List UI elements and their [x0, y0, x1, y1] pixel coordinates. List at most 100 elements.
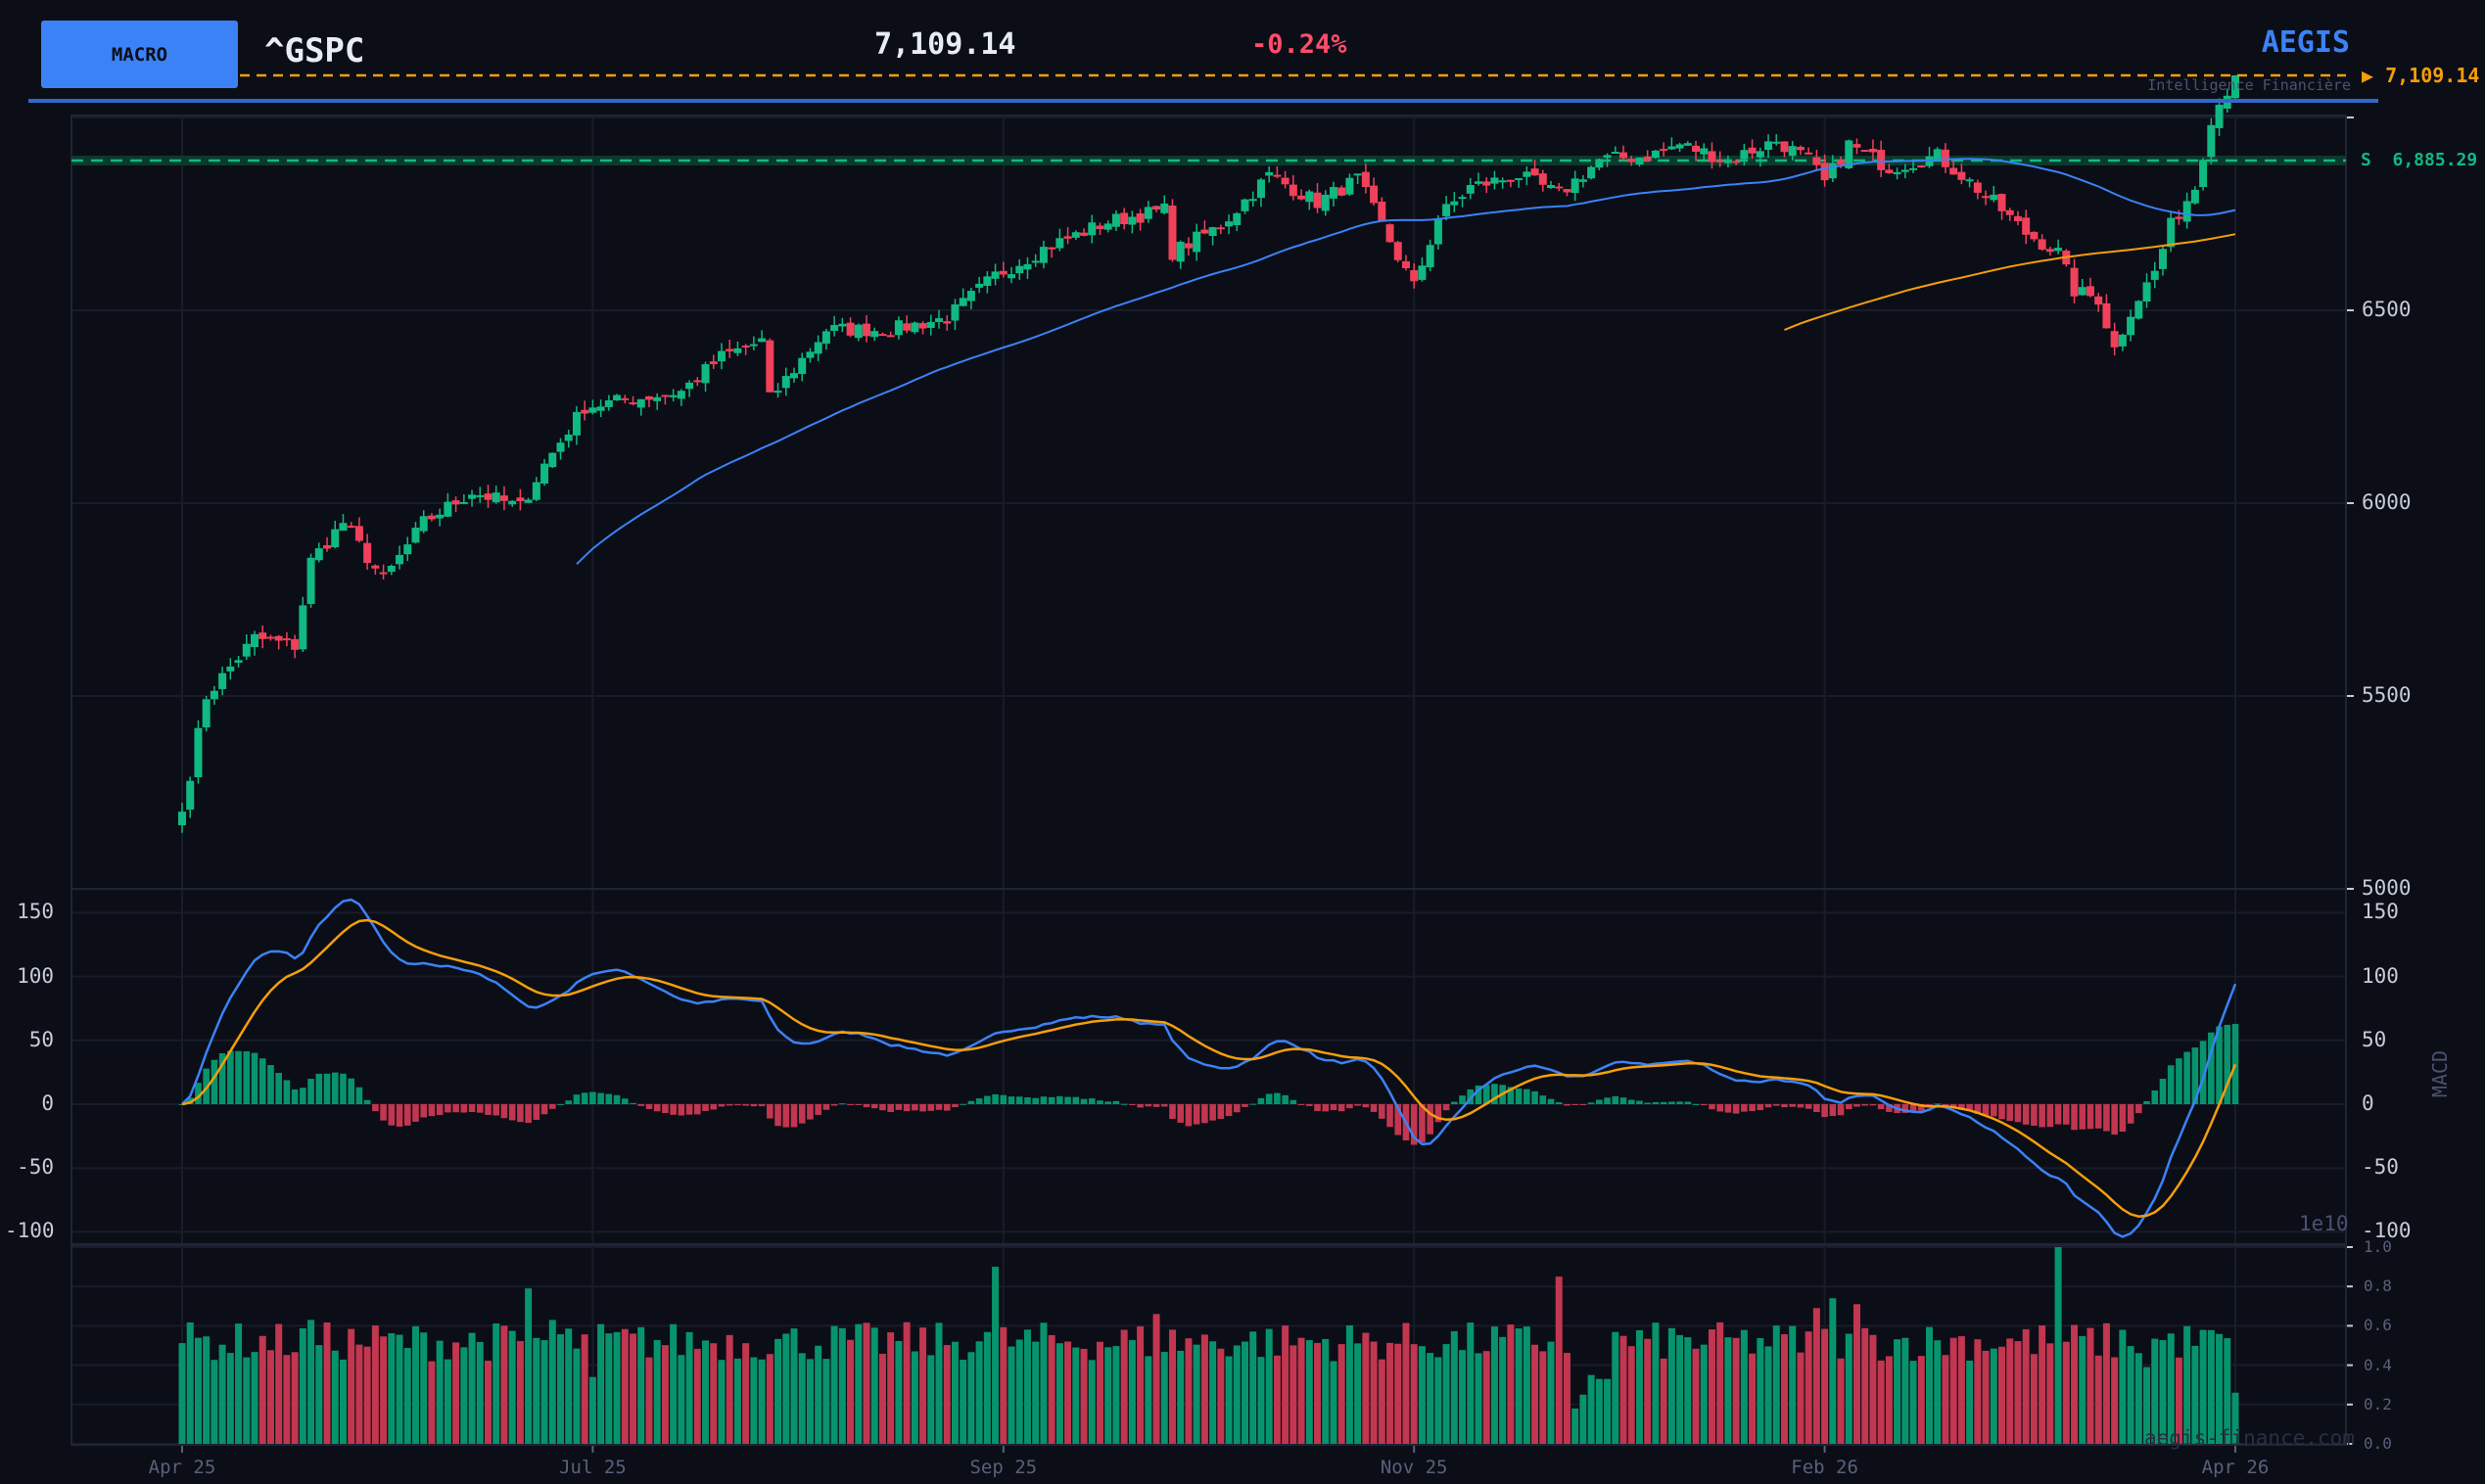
candle-down: [1860, 150, 1869, 153]
macd-histogram-bar: [372, 1104, 379, 1112]
candle-up: [2158, 249, 2167, 269]
candle-up: [436, 514, 445, 519]
volume-bar: [1595, 1378, 1603, 1444]
candle-up: [1015, 265, 1024, 274]
macd-histogram-bar: [468, 1104, 476, 1113]
volume-bar: [1015, 1339, 1023, 1444]
volume-bar: [1934, 1340, 1942, 1444]
macd-axis-title: MACD: [2428, 1049, 2453, 1098]
macd-histogram-bar: [1370, 1104, 1378, 1112]
candle-down: [878, 334, 887, 337]
macd-histogram-bar: [565, 1100, 573, 1104]
candle-up: [1426, 245, 1434, 268]
candle-down: [2005, 209, 2014, 215]
candle-up: [1587, 166, 1596, 179]
macd-histogram-bar: [1242, 1104, 1248, 1107]
x-tick-label: Sep 25: [969, 1457, 1038, 1478]
macd-histogram-bar: [1451, 1101, 1458, 1104]
candle-down: [1563, 189, 1571, 193]
macd-histogram-bar: [984, 1095, 991, 1104]
candle-up: [572, 411, 581, 436]
volume-bar: [1604, 1378, 1612, 1444]
candle-up: [1111, 213, 1120, 227]
candle-up: [1128, 216, 1137, 225]
candle-down: [644, 395, 653, 400]
candle-up: [1700, 148, 1709, 155]
candle-up: [524, 499, 533, 503]
candle-down: [1949, 167, 1958, 175]
volume-bar: [1805, 1331, 1812, 1444]
volume-bar: [1055, 1343, 1063, 1444]
macd-histogram-bar: [798, 1104, 806, 1124]
volume-axis-label: 0.2: [2364, 1394, 2392, 1414]
macd-histogram-bar: [1507, 1087, 1515, 1104]
candle-up: [806, 351, 815, 358]
candle-down: [1168, 205, 1177, 260]
macd-histogram-bar: [1419, 1104, 1426, 1142]
macd-histogram-bar: [307, 1079, 314, 1104]
candle-up: [234, 660, 243, 664]
candle-up: [1595, 159, 1604, 168]
macd-histogram-bar: [1644, 1102, 1651, 1104]
volume-bar: [420, 1332, 428, 1444]
candle-down: [1627, 159, 1636, 162]
macd-histogram-bar: [1966, 1104, 1973, 1111]
macd-histogram-bar: [1531, 1090, 1538, 1104]
volume-bar: [960, 1360, 967, 1444]
macd-histogram-bar: [597, 1092, 604, 1104]
candle-down: [1313, 192, 1322, 209]
macd-histogram-bar: [476, 1104, 484, 1113]
candle-down: [2110, 331, 2119, 348]
volume-bar: [1064, 1341, 1072, 1444]
candle-down: [1555, 186, 1564, 189]
volume-bar: [605, 1333, 613, 1444]
macd-histogram-bar: [2086, 1104, 2094, 1130]
volume-bar: [2062, 1341, 2070, 1444]
volume-bar: [1257, 1357, 1265, 1444]
volume-bar: [887, 1332, 895, 1444]
candle-down: [371, 565, 380, 569]
macd-histogram-bar: [525, 1104, 532, 1124]
panel-borders: [70, 115, 2347, 1446]
macd-histogram-bar: [2014, 1104, 2022, 1123]
macd-histogram-bar: [855, 1104, 863, 1105]
volume-bar: [186, 1322, 194, 1444]
candle-down: [1152, 206, 1161, 210]
macd-histogram-bar: [517, 1104, 524, 1123]
candle-up: [1008, 274, 1016, 279]
macd-histogram-bar: [1274, 1092, 1281, 1104]
candle-down: [1200, 229, 1209, 234]
volume-bar: [299, 1327, 306, 1444]
macd-histogram-bar: [1354, 1104, 1361, 1106]
volume-bar: [983, 1331, 991, 1444]
macd-histogram-bar: [1716, 1104, 1723, 1112]
macro-button[interactable]: MACRO: [41, 21, 238, 88]
macd-histogram-bar: [1482, 1085, 1490, 1104]
macd-histogram-bar: [1386, 1104, 1393, 1128]
macd-histogram-bar: [685, 1104, 693, 1115]
volume-bar: [822, 1359, 830, 1444]
macd-histogram-bar: [323, 1073, 331, 1104]
candle-up: [1893, 171, 1901, 175]
candle-up: [983, 276, 992, 286]
candle-up: [854, 324, 863, 339]
candle-down: [1997, 194, 2006, 211]
volume-bar: [919, 1327, 927, 1444]
candle-down: [363, 542, 372, 564]
volume-bar: [1507, 1324, 1515, 1444]
volume-bar: [847, 1339, 855, 1444]
candle-up: [1321, 194, 1330, 211]
volume-bar: [1008, 1346, 1015, 1444]
volume-bar: [508, 1330, 516, 1444]
volume-bar: [621, 1328, 629, 1444]
volume-bar: [323, 1322, 331, 1444]
candle-down: [1732, 161, 1741, 163]
volume-bar: [2143, 1367, 2151, 1444]
volume-bar: [678, 1355, 685, 1444]
volume-bar: [630, 1333, 637, 1444]
macd-histogram-bar: [1491, 1084, 1498, 1104]
macd-histogram-bar: [2199, 1041, 2207, 1104]
candle-down: [2175, 216, 2183, 219]
volume-bar: [1676, 1334, 1684, 1444]
macd-histogram-bar: [694, 1104, 701, 1115]
